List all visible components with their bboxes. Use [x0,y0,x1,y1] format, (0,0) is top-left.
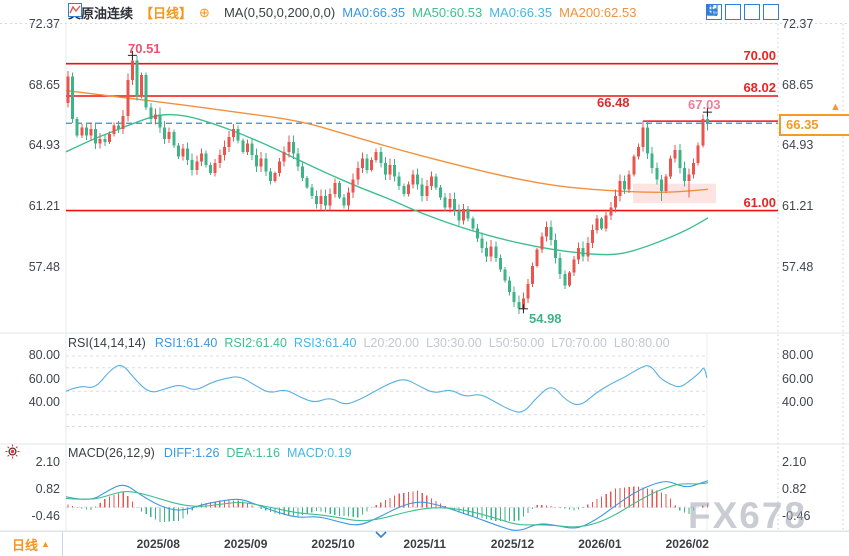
macd-value: DEA:1.16 [226,446,280,460]
macd-tick-left: 0.82 [35,482,60,496]
compare-add-icon[interactable]: ⊕ [199,4,210,20]
chart-header: 美原油连续 【日线】 ⊕ MA(0,50,0,200,0,0) MA0:66.3… [68,3,643,21]
rsi-value: L50:50.00 [488,336,545,350]
date-label: 2026/01 [578,537,622,551]
price-tick-left: 61.21 [28,199,60,214]
rsi-tick-left: 40.00 [28,395,60,409]
rsi-value: RSI1:61.40 [154,336,218,350]
point-label: 66.48 [597,95,630,110]
macd-line-diff [65,480,709,531]
rsi-value: RSI2:61.40 [224,336,287,350]
cross-markers [127,50,712,314]
macd-tick-right: -0.46 [782,509,811,523]
ma-value: MA0:66.35 [342,4,406,20]
level-label: 70.00 [743,47,776,63]
rsi-tick-right: 80.00 [782,348,814,362]
ma-values: MA0:66.35 MA50:60.53 MA0:66.35 MA200:62.53 [342,5,643,20]
rsi-tick-right: 60.00 [782,371,814,386]
price-tick-left: 72.37 [28,17,60,31]
symbol-title: 美原油连续 [68,5,134,21]
highlight-zone [633,183,716,204]
ma-value: MA0:66.35 [489,4,553,20]
rsi-value: L80:80.00 [613,336,670,350]
price-tick-right: 57.48 [782,260,814,274]
price-tick-right: 61.21 [782,199,814,214]
date-label: 2025/08 [136,537,180,551]
macd-tick-left: -0.46 [31,509,61,523]
rsi-tick-left: 80.00 [28,348,60,362]
macd-pane-header: MACD(26,12,9) DIFF:1.26 DEA:1.16 MACD:0.19 [68,446,359,460]
rsi-value: L20:20.00 [363,336,420,350]
rsi-value: RSI3:61.40 [293,336,357,350]
period-tag[interactable]: 【日线】 [140,5,193,21]
triangle-up-icon: ▲ [41,539,50,549]
date-label: 2025/12 [490,537,535,551]
price-pane [65,62,778,256]
rsi-params-label[interactable]: RSI(14,14,14) [68,336,146,350]
macd-value: MACD:0.19 [286,446,352,460]
rsi-pane-header: RSI(14,14,14) RSI1:61.40 RSI2:61.40 RSI3:6… [68,336,677,350]
time-axis-bar: 日线 ▲ 2025/08 2025/09 2025/10 2025/11 2025/12… [0,531,849,556]
macd-value: DIFF:1.26 [163,446,220,460]
rsi-tick-right: 40.00 [782,395,814,409]
level-label: 61.00 [743,194,776,210]
rsi-value: L70:70.00 [551,336,607,350]
price-tick-right: 68.65 [782,77,814,92]
ma-value: MA200:62.53 [559,4,637,20]
price-up-arrow-icon: ▲ [830,101,841,114]
rsi-pane [65,355,708,427]
x-axis-zoom-icon[interactable] [706,4,760,20]
period-tab-label: 日线 [12,537,39,553]
date-label: 2025/11 [403,537,447,551]
ma-value: MA50:60.53 [412,4,483,20]
macd-values: DIFF:1.26 DEA:1.16 MACD:0.19 [164,446,359,460]
macd-tick-right: 0.82 [782,482,807,496]
price-tick-left: 64.93 [28,138,60,153]
period-tab-daily[interactable]: 日线 ▲ [0,532,63,556]
point-label: 67.03 [688,97,721,112]
shift-axis-icon[interactable] [707,4,779,20]
last-price-tag: 66.35 [779,114,849,137]
price-tick-left: 68.65 [28,77,60,92]
ma-line-ma50 [65,113,709,256]
point-label: 70.51 [128,41,161,56]
ma-line-ma200 [65,89,709,193]
ma-settings-label[interactable]: MA(0,50,0,200,0,0) [223,4,336,20]
rsi-values: RSI1:61.40 RSI2:61.40 RSI3:61.40 L20:20.00 L… [155,336,677,350]
y-axis-zoom-icon[interactable] [707,4,741,20]
macd-tick-left: 2.10 [35,455,60,469]
macd-params-label[interactable]: MACD(26,12,9) [68,446,155,460]
price-tick-right: 64.93 [782,138,814,153]
macd-line-dea [65,482,709,528]
macd-pane [65,480,709,531]
candles [66,55,709,314]
rsi-line [65,364,708,413]
rsi-value: L30:30.00 [426,336,482,350]
chart-toolbar [706,4,779,20]
level-label: 68.02 [743,79,776,95]
price-tick-right: 72.37 [782,17,814,31]
rsi-tick-left: 60.00 [28,371,60,386]
price-tick-left: 57.48 [28,260,60,274]
point-label: 54.98 [529,311,562,326]
date-label: 2025/10 [311,537,355,551]
date-label: 2026/02 [665,537,709,551]
date-label: 2025/09 [224,537,268,551]
macd-tick-right: 2.10 [782,455,807,469]
